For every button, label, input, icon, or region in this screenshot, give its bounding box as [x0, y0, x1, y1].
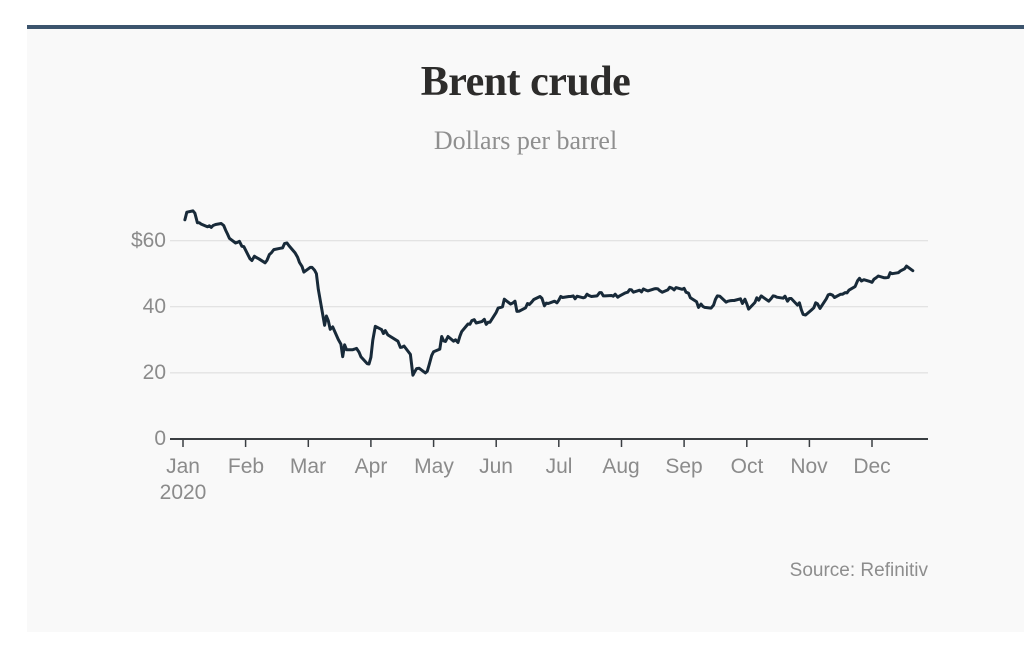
source-note: Source: Refinitiv [789, 560, 928, 581]
x-tick-label: Jul [545, 455, 573, 478]
y-tick-label: 20 [142, 361, 166, 384]
x-tick-label: Aug [602, 455, 640, 478]
x-tick-label: May [414, 455, 454, 478]
chart-card [27, 25, 1024, 632]
x-axis-year-label: 2020 [159, 481, 207, 504]
x-tick-label: Dec [853, 455, 891, 478]
chart-subtitle: Dollars per barrel [433, 126, 618, 155]
x-tick-label: Jun [479, 455, 513, 478]
x-tick-label: Mar [289, 455, 327, 478]
y-tick-label: 0 [154, 427, 166, 450]
chart-title: Brent crude [420, 59, 631, 105]
y-tick-label: $60 [130, 229, 166, 252]
x-tick-label: Feb [227, 455, 265, 478]
price-line [183, 209, 915, 377]
x-tick-label: Nov [790, 455, 828, 478]
x-tick-label: Sep [665, 455, 703, 478]
x-tick-label: Apr [354, 455, 388, 478]
x-tick-label: Oct [730, 455, 764, 478]
y-tick-label: 40 [142, 295, 166, 318]
x-tick-label: Jan [166, 455, 200, 478]
